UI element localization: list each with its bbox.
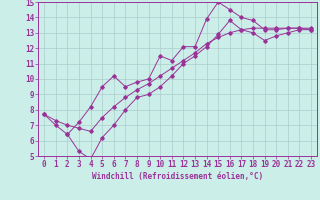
- X-axis label: Windchill (Refroidissement éolien,°C): Windchill (Refroidissement éolien,°C): [92, 172, 263, 181]
